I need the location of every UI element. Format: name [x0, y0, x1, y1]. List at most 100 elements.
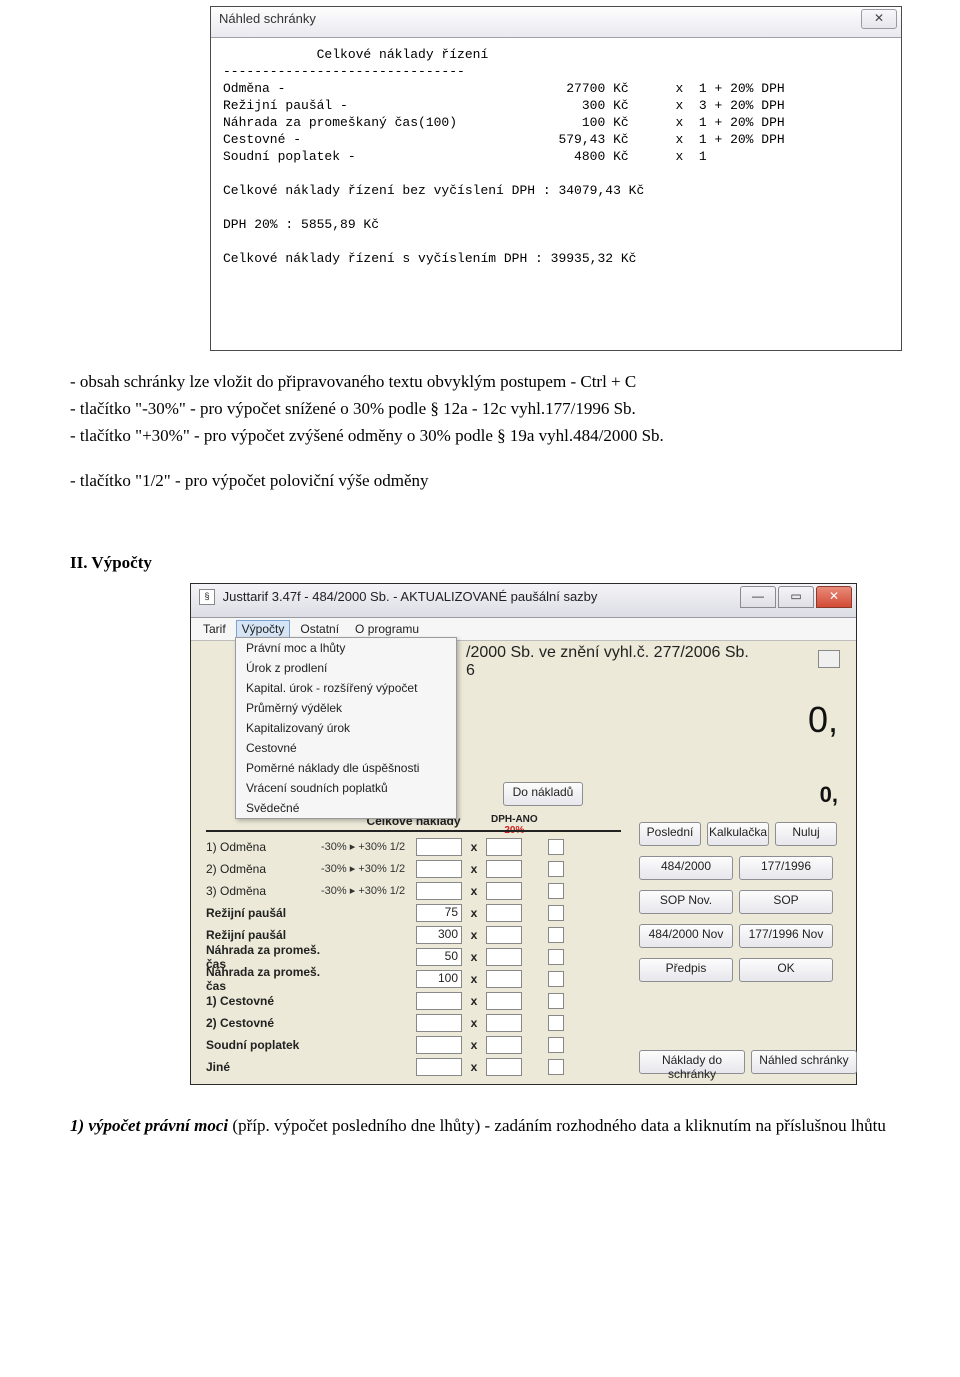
row-times: x: [462, 950, 486, 964]
row-label: Jiné: [206, 1060, 321, 1074]
row-checkbox[interactable]: [548, 927, 564, 943]
menu-item-ostatní[interactable]: Ostatní: [294, 620, 345, 638]
menu-item-tarif[interactable]: Tarif: [197, 620, 232, 638]
row-times: x: [462, 972, 486, 986]
row-mult-input[interactable]: [486, 1058, 522, 1076]
justtarif-title: Justtarif 3.47f - 484/2000 Sb. - AKTUALI…: [223, 589, 598, 604]
button-177-1996-nov[interactable]: 177/1996 Nov: [739, 924, 833, 948]
dropdown-item[interactable]: Právní moc a lhůty: [236, 638, 456, 658]
row-mult-input[interactable]: [486, 882, 522, 900]
row-checkbox[interactable]: [548, 971, 564, 987]
table-row: Jinéx: [206, 1056, 621, 1078]
close-icon[interactable]: ✕: [816, 586, 852, 608]
button-n-klady-do-schr-nky[interactable]: Náklady do schránky: [639, 1050, 745, 1074]
row-checkbox[interactable]: [548, 883, 564, 899]
banner-line2: 6: [466, 662, 475, 679]
row-mult-input[interactable]: [486, 838, 522, 856]
dropdown-item[interactable]: Cestovné: [236, 738, 456, 758]
row-mult-input[interactable]: [486, 860, 522, 878]
row-value-input[interactable]: 100: [416, 970, 462, 988]
button-177-1996[interactable]: 177/1996: [739, 856, 833, 880]
dropdown-item[interactable]: Kapitalizovaný úrok: [236, 718, 456, 738]
row-checkbox[interactable]: [548, 905, 564, 921]
row-times: x: [462, 906, 486, 920]
row-value-input[interactable]: [416, 1058, 462, 1076]
banner-line1: /2000 Sb. ve znění vyhl.č. 277/2006 Sb.: [466, 644, 749, 661]
row-label: 1) Cestovné: [206, 994, 321, 1008]
row-mult-input[interactable]: [486, 904, 522, 922]
dropdown-item[interactable]: Úrok z prodlení: [236, 658, 456, 678]
justtarif-window: § Justtarif 3.47f - 484/2000 Sb. - AKTUA…: [190, 583, 857, 1085]
row-value-input[interactable]: [416, 838, 462, 856]
row-label: 3) Odměna: [206, 884, 321, 898]
button-nuluj[interactable]: Nuluj: [775, 822, 837, 846]
dropdown-item[interactable]: Svědečné: [236, 798, 456, 818]
banner-text: /2000 Sb. ve znění vyhl.č. 277/2006 Sb. …: [466, 644, 749, 680]
row-modifiers[interactable]: -30% ▸ +30% 1/2: [321, 840, 416, 853]
row-label: Soudní poplatek: [206, 1038, 321, 1052]
row-checkbox[interactable]: [548, 1059, 564, 1075]
button-ok[interactable]: OK: [739, 958, 833, 982]
row-checkbox[interactable]: [548, 839, 564, 855]
result-small: 0,: [820, 782, 838, 808]
dropdown-item[interactable]: Kapital. úrok - rozšířený výpočet: [236, 678, 456, 698]
justtarif-title-bar: § Justtarif 3.47f - 484/2000 Sb. - AKTUA…: [191, 584, 856, 618]
row-checkbox[interactable]: [548, 993, 564, 1009]
button-484-2000-nov[interactable]: 484/2000 Nov: [639, 924, 733, 948]
row-times: x: [462, 928, 486, 942]
table-row: 2) Odměna-30% ▸ +30% 1/2x: [206, 858, 621, 880]
row-times: x: [462, 840, 486, 854]
body-line-1: - obsah schránky lze vložit do připravov…: [70, 371, 890, 394]
row-value-input[interactable]: [416, 1036, 462, 1054]
button-poslední[interactable]: Poslední: [639, 822, 701, 846]
row-value-input[interactable]: [416, 992, 462, 1010]
row-mult-input[interactable]: [486, 1036, 522, 1054]
bottom-paragraph: 1) výpočet právní moci (příp. výpočet po…: [70, 1115, 890, 1138]
button-kalkulačka[interactable]: Kalkulačka: [707, 822, 769, 846]
row-value-input[interactable]: 50: [416, 948, 462, 966]
result-big: 0,: [808, 699, 838, 741]
do-nakladu-button[interactable]: Do nákladů: [503, 782, 583, 806]
row-checkbox[interactable]: [548, 1037, 564, 1053]
app-icon: §: [199, 589, 215, 605]
body-line-3: - tlačítko "+30%" - pro výpočet zvýšené …: [70, 425, 890, 448]
row-mult-input[interactable]: [486, 970, 522, 988]
row-label: 1) Odměna: [206, 840, 321, 854]
row-modifiers[interactable]: -30% ▸ +30% 1/2: [321, 862, 416, 875]
clipboard-preview-window: Náhled schránky ✕ Celkové náklady řízení…: [210, 6, 902, 351]
dropdown-item[interactable]: Průměrný výdělek: [236, 698, 456, 718]
button-484-2000[interactable]: 484/2000: [639, 856, 733, 880]
row-value-input[interactable]: 75: [416, 904, 462, 922]
copy-icon[interactable]: [818, 650, 840, 668]
button-sop-nov-[interactable]: SOP Nov.: [639, 890, 733, 914]
row-value-input[interactable]: 300: [416, 926, 462, 944]
row-value-input[interactable]: [416, 1014, 462, 1032]
button-p-edpis[interactable]: Předpis: [639, 958, 733, 982]
row-value-input[interactable]: [416, 860, 462, 878]
clipboard-title: Náhled schránky: [219, 11, 316, 26]
row-checkbox[interactable]: [548, 949, 564, 965]
row-value-input[interactable]: [416, 882, 462, 900]
maximize-icon[interactable]: ▭: [778, 586, 814, 608]
row-mult-input[interactable]: [486, 1014, 522, 1032]
row-checkbox[interactable]: [548, 1015, 564, 1031]
table-row: Náhrada za promeš. čas100x: [206, 968, 621, 990]
section-heading: II. Výpočty: [70, 553, 890, 573]
row-label: Režijní paušál: [206, 928, 321, 942]
table-row: 1) Cestovnéx: [206, 990, 621, 1012]
table-row: Soudní poplatekx: [206, 1034, 621, 1056]
row-mult-input[interactable]: [486, 992, 522, 1010]
row-checkbox[interactable]: [548, 861, 564, 877]
menu-item-výpočty[interactable]: Výpočty: [236, 620, 291, 638]
dropdown-item[interactable]: Vrácení soudních poplatků: [236, 778, 456, 798]
dropdown-item[interactable]: Poměrné náklady dle úspěšnosti: [236, 758, 456, 778]
row-mult-input[interactable]: [486, 926, 522, 944]
button-sop[interactable]: SOP: [739, 890, 833, 914]
bottom-button-panel: Náklady do schránkyNáhled schránky: [639, 1050, 857, 1074]
menu-item-o programu[interactable]: O programu: [349, 620, 425, 638]
minimize-icon[interactable]: —: [740, 586, 776, 608]
button-n-hled-schr-nky[interactable]: Náhled schránky: [751, 1050, 857, 1074]
close-icon[interactable]: ✕: [861, 9, 897, 29]
row-modifiers[interactable]: -30% ▸ +30% 1/2: [321, 884, 416, 897]
row-mult-input[interactable]: [486, 948, 522, 966]
